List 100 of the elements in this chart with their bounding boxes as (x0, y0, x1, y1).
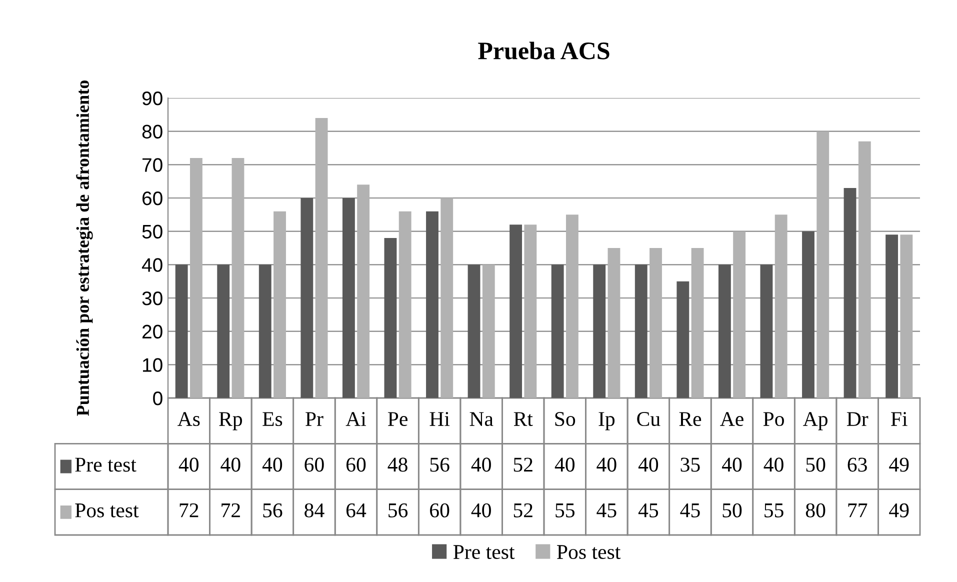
bar (608, 248, 620, 398)
x-tick-label: Fi (891, 412, 908, 426)
data-label: 50 (722, 503, 742, 518)
data-label: 40 (596, 458, 616, 472)
chart-title: Prueba ACS (478, 42, 610, 60)
data-label: 40 (764, 458, 784, 472)
bar (342, 198, 355, 398)
bar (816, 131, 830, 398)
x-tick-label: Hi (430, 412, 450, 426)
x-tick-label: Pe (388, 412, 408, 426)
data-label: 52 (514, 503, 532, 518)
bar (524, 224, 537, 398)
data-label: 72 (222, 503, 240, 518)
x-tick-label: Es (262, 412, 282, 426)
bar (426, 211, 438, 398)
data-label: 35 (680, 458, 700, 472)
y-tick-label: 40 (142, 258, 162, 272)
y-tick-label: 20 (142, 324, 162, 339)
data-label: 40 (220, 458, 240, 472)
x-tick-label: Cu (637, 412, 660, 426)
bar (300, 198, 314, 398)
data-label: 48 (388, 458, 408, 472)
data-label: 45 (638, 503, 658, 518)
x-tick-label: Ip (598, 412, 615, 430)
x-tick-label: Ai (346, 412, 366, 426)
bar (217, 264, 230, 398)
data-label: 60 (430, 503, 450, 518)
data-label: 77 (848, 504, 868, 518)
data-label: 80 (806, 503, 826, 518)
data-label: 84 (304, 503, 324, 518)
bar (900, 234, 913, 398)
x-tick-label: As (178, 412, 200, 426)
bar (190, 158, 202, 398)
bar (691, 248, 704, 398)
bar (566, 214, 578, 398)
data-label: 63 (848, 458, 867, 472)
x-tick-label: Re (679, 412, 702, 426)
data-label: 56 (388, 503, 408, 518)
x-tick-label: Na (470, 412, 494, 426)
bar (886, 234, 898, 398)
data-label: 49 (889, 503, 909, 518)
y-axis-title: Puntuación por estrategia de afrontamiento (76, 80, 93, 416)
bar (858, 141, 871, 398)
data-label: 55 (764, 504, 784, 518)
bar (274, 211, 286, 398)
data-label: 40 (638, 458, 658, 472)
data-label: 60 (304, 458, 324, 472)
y-tick-label: 80 (142, 124, 162, 139)
bar (634, 264, 648, 398)
bar (357, 184, 370, 398)
text: Pos test (557, 545, 621, 560)
bar (650, 248, 662, 398)
bar (315, 118, 328, 398)
bar (258, 264, 272, 398)
bar (482, 264, 495, 398)
bar (551, 264, 564, 398)
bar (718, 264, 731, 398)
x-tick-label: Ae (720, 412, 744, 426)
bar (844, 188, 856, 398)
x-tick-label: Dr (846, 412, 868, 426)
data-label: 52 (514, 458, 532, 472)
bar (774, 214, 788, 398)
x-tick-label: Rp (219, 412, 242, 430)
bar (593, 264, 606, 398)
data-label: 72 (180, 503, 198, 518)
bar (384, 238, 397, 398)
data-label: 64 (346, 503, 366, 518)
x-tick-label: Rt (514, 412, 533, 426)
data-label: 49 (889, 458, 909, 472)
y-tick-label: 90 (142, 91, 162, 106)
data-label: 40 (471, 503, 491, 518)
y-tick-label: 10 (142, 358, 162, 372)
data-label: 40 (178, 458, 199, 472)
bar (510, 224, 522, 398)
data-label: 40 (554, 458, 575, 472)
bar (760, 264, 773, 398)
data-label: 40 (471, 458, 491, 472)
bar (468, 264, 480, 398)
data-label: 60 (346, 458, 366, 472)
bar (398, 211, 412, 398)
bar (733, 231, 746, 398)
y-tick-label: 70 (142, 158, 162, 172)
data-label: 56 (430, 458, 450, 472)
legend-label: Pos test (75, 504, 139, 518)
x-tick-label: Po (763, 412, 784, 426)
data-label: 50 (806, 458, 826, 472)
bar (232, 158, 244, 398)
data-label: 56 (263, 503, 282, 518)
legend-label: Pre test (75, 458, 136, 472)
y-tick-label: 50 (142, 224, 162, 239)
bar (440, 198, 454, 398)
x-tick-label: So (555, 412, 576, 426)
y-tick-label: 0 (153, 391, 162, 406)
data-label: 55 (556, 504, 574, 518)
data-label: 40 (262, 458, 282, 472)
data-label: 40 (722, 458, 742, 472)
y-tick-label: 60 (142, 191, 162, 206)
y-tick-label: 30 (142, 291, 162, 306)
bar (175, 264, 188, 398)
bar (676, 281, 690, 398)
